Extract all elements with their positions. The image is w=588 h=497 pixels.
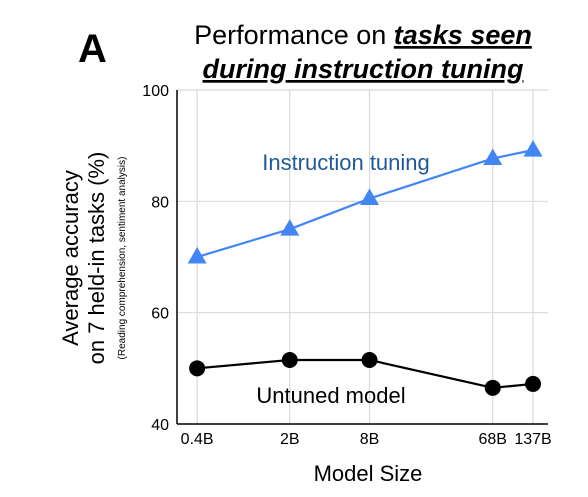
data-point-circle [525,375,542,392]
y-tick-label: 60 [151,306,169,323]
chart-title-line2: during instruction tuning [203,54,524,84]
y-axis-note-text: (Reading comprehension, sentiment analys… [117,157,128,360]
x-tick-label: 8B [360,431,380,448]
data-point-circle [189,360,206,377]
tick-labels: 40 60 80 100 0.4B 2B 8B 68B 137B [142,83,551,448]
y-axis-title-2: on 7 held-in tasks (%) [84,152,109,365]
y-axis-note: (Reading comprehension, sentiment analys… [117,157,128,360]
y-tick-label: 100 [142,83,169,100]
y-axis-title: Average accuracy [58,170,83,346]
chart-title-emphasis-line1: tasks seen [394,20,532,50]
chart-title: Performance on tasks seen during instruc… [194,20,532,84]
x-tick-label: 137B [514,431,551,448]
grid-lines [177,89,548,424]
data-point-triangle [187,247,207,264]
series-label-untuned-model: Untuned model [256,383,405,408]
data-point-triangle [360,188,380,206]
chart-title-prefix: Performance on [194,20,394,50]
data-point-triangle [483,148,503,165]
chart-title-line1: Performance on tasks seen [194,20,532,50]
series [187,140,543,396]
x-tick-label: 0.4B [181,431,214,448]
x-tick-label: 68B [479,431,507,448]
y-axis-title-line2: on 7 held-in tasks (%) [84,152,109,365]
panel-letter: A [78,27,107,71]
axes [176,90,548,425]
y-tick-label: 40 [151,417,169,434]
x-tick-label: 2B [280,431,300,448]
data-point-circle [484,379,501,396]
y-tick-label: 80 [151,194,169,211]
series-label-instruction-tuning: Instruction tuning [262,150,430,175]
data-point-circle [361,351,378,368]
data-point-circle [281,351,298,368]
data-point-triangle [523,140,543,157]
data-point-triangle [280,219,300,236]
y-axis-title-line1: Average accuracy [58,170,83,346]
x-axis-title: Model Size [314,461,423,486]
